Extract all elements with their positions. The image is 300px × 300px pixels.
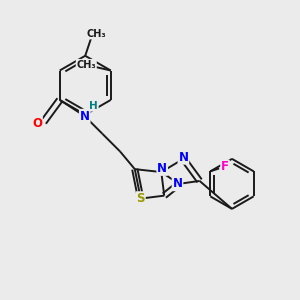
Text: N: N xyxy=(80,110,90,123)
Text: CH₃: CH₃ xyxy=(76,60,96,70)
Text: S: S xyxy=(136,192,145,205)
Text: F: F xyxy=(221,160,229,173)
Text: N: N xyxy=(178,151,188,164)
Text: N: N xyxy=(172,177,182,190)
Text: H: H xyxy=(89,101,98,111)
Text: O: O xyxy=(32,117,42,130)
Text: N: N xyxy=(157,162,167,175)
Text: CH₃: CH₃ xyxy=(87,29,106,39)
